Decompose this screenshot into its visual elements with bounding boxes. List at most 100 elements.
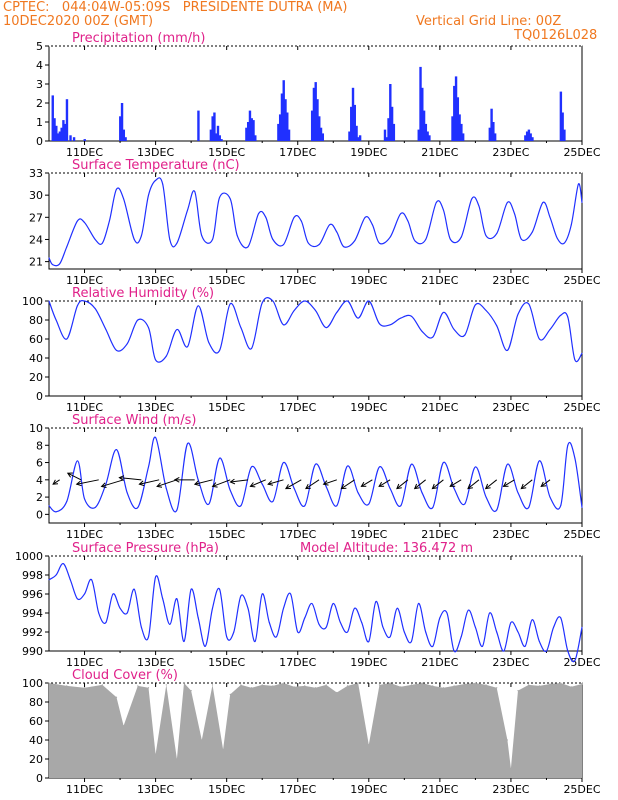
wind-vector xyxy=(229,478,249,485)
precip-bar xyxy=(250,118,253,141)
temp-point xyxy=(272,238,274,240)
precip-xtick-label: 25DEC xyxy=(563,146,600,159)
pres-point xyxy=(325,626,327,628)
pres-ytick-label: 990 xyxy=(22,645,43,658)
wind-xtick-label: 15DEC xyxy=(208,528,245,541)
rh-point xyxy=(219,349,221,351)
rh-point xyxy=(55,319,57,321)
wind-point xyxy=(574,457,576,459)
temp-xtick-label: 25DEC xyxy=(563,274,600,287)
rh-point xyxy=(574,359,576,361)
pres-point xyxy=(503,650,505,652)
wind-vector-shaft xyxy=(194,479,213,485)
rh-point xyxy=(94,308,96,310)
wind-point xyxy=(94,506,96,508)
precip-bar xyxy=(461,133,465,141)
precip-bar xyxy=(220,139,223,141)
wind-vector-shaft xyxy=(540,479,551,487)
pres-point xyxy=(268,622,270,623)
rh-point xyxy=(76,305,78,307)
wind-point xyxy=(442,462,444,464)
wind-vector-head xyxy=(118,475,125,481)
temp-point xyxy=(66,246,68,248)
cloud-point xyxy=(176,758,178,760)
wind-vector-shaft xyxy=(378,479,391,487)
wind-vector-head xyxy=(540,481,547,488)
cloud-point xyxy=(229,693,231,696)
cloud-point xyxy=(240,684,242,686)
precip-bar xyxy=(245,127,248,141)
wind-vector xyxy=(52,479,60,485)
precip-bar xyxy=(72,137,76,141)
pres-point xyxy=(517,631,519,633)
temp-point xyxy=(48,257,50,259)
precip-bar xyxy=(383,129,387,141)
precip-bar xyxy=(284,99,287,141)
temp-point xyxy=(293,216,295,218)
wind-point xyxy=(432,506,434,508)
precip-bar xyxy=(248,110,252,141)
wind-ytick-label: 4 xyxy=(36,474,43,487)
precip-bar xyxy=(351,87,355,141)
pres-point xyxy=(62,563,64,565)
temp-point xyxy=(116,188,118,190)
wind-vector-shaft xyxy=(250,479,266,487)
cloud-point xyxy=(325,684,327,686)
pres-point xyxy=(311,603,313,604)
precip-bar xyxy=(387,118,390,141)
cloud-point xyxy=(581,683,583,685)
pres-point xyxy=(261,593,263,595)
rh-ytick-label: 80 xyxy=(29,314,43,327)
precip-xtick-label: 21DEC xyxy=(421,146,458,159)
precip-panel: Precipitation (mm/h) 0 1 2 3 4 5 11DEC 13DEC 15DE… xyxy=(36,31,601,159)
pres-point xyxy=(275,636,277,638)
cloud-xtick-label: 11DEC xyxy=(66,783,103,796)
precip-bar xyxy=(385,137,388,141)
wind-point xyxy=(560,505,562,507)
rh-xtick-label: 13DEC xyxy=(137,401,174,414)
temp-point xyxy=(162,183,164,185)
precip-bar xyxy=(559,91,563,141)
temp-point xyxy=(371,224,373,226)
wind-vector-shaft xyxy=(156,479,178,487)
rh-point xyxy=(283,324,285,326)
cloud-point xyxy=(389,682,391,684)
precip-bar xyxy=(390,106,394,141)
precip-bar xyxy=(321,133,325,141)
precip-bar xyxy=(62,120,65,141)
rh-point xyxy=(549,329,551,330)
pres-point xyxy=(474,626,476,628)
precip-bar xyxy=(422,110,426,141)
wind-vector-head xyxy=(431,483,438,490)
cloud-point xyxy=(474,682,476,684)
cloud-point xyxy=(549,683,551,685)
pres-point xyxy=(354,607,356,609)
cloud-point xyxy=(101,684,103,686)
pres-point xyxy=(197,617,199,619)
rh-xtick-label: 25DEC xyxy=(563,401,600,414)
wind-xtick-label: 21DEC xyxy=(421,528,458,541)
pres-point xyxy=(55,574,57,576)
wind-point xyxy=(549,496,551,498)
temp-point xyxy=(343,246,345,248)
precip-bar xyxy=(319,127,323,141)
wind-point xyxy=(116,449,118,451)
wind-vector xyxy=(305,479,320,490)
pres-point xyxy=(375,601,377,603)
wind-point xyxy=(485,496,487,498)
pres-xtick-label: 11DEC xyxy=(66,656,103,669)
pres-point xyxy=(545,650,547,652)
pres-panel: Surface Pressure (hPa) Model Altitude: 13… xyxy=(15,541,601,669)
rh-point xyxy=(187,346,189,348)
rh-point xyxy=(538,338,540,340)
pres-point xyxy=(219,588,221,590)
temp-point xyxy=(485,235,487,237)
temp-point xyxy=(307,242,309,244)
cloud-point xyxy=(137,685,139,687)
wind-vector-shaft xyxy=(503,479,515,487)
wind-point xyxy=(272,500,274,502)
header-run-id: TQ0126L028 xyxy=(514,28,598,43)
wind-vector xyxy=(340,479,355,490)
cloud-ytick-label: 20 xyxy=(29,753,43,766)
wind-vector-shaft xyxy=(449,479,462,487)
